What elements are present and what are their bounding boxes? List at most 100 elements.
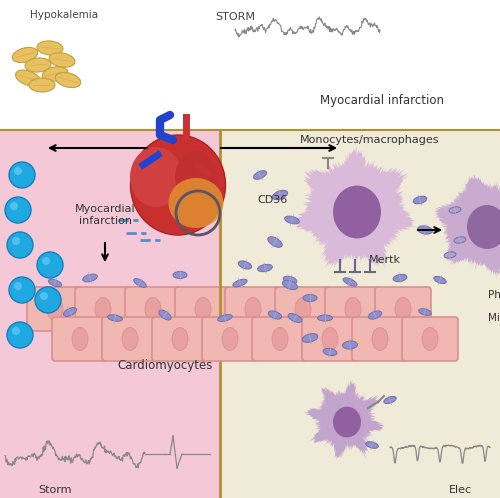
Ellipse shape — [343, 278, 357, 286]
Ellipse shape — [318, 315, 332, 321]
FancyBboxPatch shape — [402, 317, 458, 361]
Ellipse shape — [418, 226, 432, 234]
Ellipse shape — [25, 58, 51, 72]
Ellipse shape — [302, 334, 318, 343]
Ellipse shape — [72, 328, 88, 351]
Ellipse shape — [454, 237, 466, 243]
Ellipse shape — [48, 279, 62, 287]
Ellipse shape — [108, 315, 122, 321]
Text: Myocardial infarction: Myocardial infarction — [320, 94, 444, 107]
Text: Mi: Mi — [488, 313, 500, 323]
Circle shape — [10, 202, 18, 210]
Text: CD36: CD36 — [257, 195, 287, 205]
Circle shape — [35, 287, 61, 313]
Ellipse shape — [238, 261, 252, 269]
Circle shape — [5, 197, 31, 223]
Bar — [220, 130, 500, 498]
Ellipse shape — [49, 53, 75, 67]
FancyBboxPatch shape — [125, 287, 181, 331]
Ellipse shape — [342, 341, 357, 349]
Ellipse shape — [333, 406, 361, 437]
Text: Mertk: Mertk — [369, 255, 401, 265]
Ellipse shape — [268, 311, 281, 319]
Text: Cardiomyocytes: Cardiomyocytes — [118, 359, 212, 372]
Text: Ph: Ph — [488, 290, 500, 300]
Polygon shape — [304, 380, 384, 460]
Text: Monocytes/macrophages: Monocytes/macrophages — [300, 135, 440, 145]
Ellipse shape — [195, 298, 211, 320]
Ellipse shape — [130, 147, 182, 207]
Ellipse shape — [272, 190, 287, 200]
Ellipse shape — [345, 298, 361, 320]
Ellipse shape — [384, 396, 396, 403]
Ellipse shape — [145, 298, 161, 320]
Circle shape — [14, 282, 22, 290]
Circle shape — [7, 322, 33, 348]
Circle shape — [42, 257, 50, 265]
Ellipse shape — [322, 328, 338, 351]
Text: STORM: STORM — [215, 12, 255, 22]
Ellipse shape — [222, 328, 238, 351]
Ellipse shape — [368, 311, 382, 319]
Ellipse shape — [288, 314, 302, 323]
Ellipse shape — [37, 41, 63, 55]
Ellipse shape — [282, 280, 298, 290]
Ellipse shape — [323, 348, 337, 356]
Circle shape — [37, 252, 63, 278]
Circle shape — [9, 162, 35, 188]
Ellipse shape — [82, 274, 98, 282]
Ellipse shape — [173, 271, 187, 278]
Ellipse shape — [268, 237, 282, 248]
FancyBboxPatch shape — [102, 317, 158, 361]
FancyBboxPatch shape — [225, 287, 281, 331]
Ellipse shape — [333, 186, 381, 239]
Ellipse shape — [413, 196, 427, 204]
Ellipse shape — [134, 279, 146, 287]
FancyBboxPatch shape — [175, 287, 231, 331]
Ellipse shape — [175, 151, 217, 203]
Ellipse shape — [284, 216, 300, 224]
Circle shape — [12, 237, 20, 245]
Ellipse shape — [64, 308, 76, 316]
Text: Storm: Storm — [38, 485, 72, 495]
Circle shape — [14, 167, 22, 175]
FancyBboxPatch shape — [202, 317, 258, 361]
Text: Elec: Elec — [448, 485, 471, 495]
Text: Myocardial
infarction: Myocardial infarction — [74, 204, 136, 226]
Ellipse shape — [467, 205, 500, 249]
Ellipse shape — [12, 47, 38, 63]
Ellipse shape — [42, 67, 68, 81]
FancyBboxPatch shape — [302, 317, 358, 361]
Ellipse shape — [258, 264, 272, 272]
Ellipse shape — [295, 298, 311, 320]
FancyBboxPatch shape — [275, 287, 331, 331]
Ellipse shape — [393, 274, 407, 282]
Ellipse shape — [303, 294, 317, 301]
Ellipse shape — [47, 298, 63, 320]
Ellipse shape — [418, 309, 432, 315]
Ellipse shape — [444, 252, 456, 258]
Circle shape — [7, 232, 33, 258]
Ellipse shape — [422, 328, 438, 351]
Circle shape — [9, 277, 35, 303]
Circle shape — [12, 327, 20, 335]
Ellipse shape — [168, 178, 224, 228]
Ellipse shape — [122, 328, 138, 351]
Ellipse shape — [272, 328, 288, 351]
Ellipse shape — [233, 279, 247, 287]
FancyBboxPatch shape — [375, 287, 431, 331]
Ellipse shape — [16, 70, 40, 86]
Ellipse shape — [283, 276, 297, 284]
Ellipse shape — [245, 298, 261, 320]
FancyBboxPatch shape — [75, 287, 131, 331]
Bar — [0, 0, 500, 130]
Ellipse shape — [254, 171, 266, 179]
FancyBboxPatch shape — [252, 317, 308, 361]
Ellipse shape — [95, 298, 111, 320]
Ellipse shape — [218, 315, 232, 322]
Circle shape — [40, 292, 48, 300]
Ellipse shape — [159, 310, 171, 320]
Ellipse shape — [366, 442, 378, 448]
Ellipse shape — [29, 78, 55, 92]
Polygon shape — [294, 147, 417, 269]
